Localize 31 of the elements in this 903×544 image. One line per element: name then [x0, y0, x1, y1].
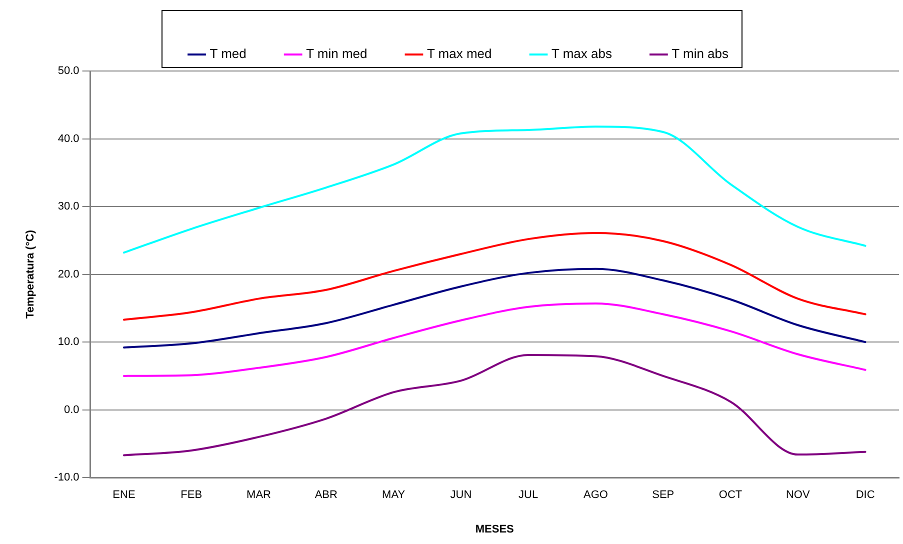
y-tick-label: 20.0	[58, 268, 80, 280]
y-tick-label: 30.0	[58, 200, 80, 213]
line-series	[122, 302, 866, 377]
y-tick-label: 0.0	[64, 404, 80, 416]
x-tick-label: DIC	[856, 489, 875, 502]
legend-label: T max med	[426, 46, 492, 62]
y-tick-label: -10.0	[54, 472, 80, 484]
x-tick-label: JUN	[450, 489, 472, 502]
x-tick-label: AGO	[584, 489, 608, 502]
y-tick-label: 50.0	[58, 65, 80, 78]
x-tick-label: MAR	[246, 489, 272, 502]
x-tick-label: JUL	[518, 489, 538, 502]
y-tick-label: 40.0	[58, 132, 80, 145]
x-tick-label: MAY	[382, 489, 406, 502]
line-series	[122, 232, 866, 321]
x-tick-label: ENE	[112, 489, 136, 502]
y-tick-label: 10.0	[58, 336, 80, 348]
legend-label: T min abs	[672, 46, 730, 62]
legend-label: T min med	[306, 46, 368, 62]
legend-label: T max abs	[552, 46, 612, 62]
x-tick-label: FEB	[180, 489, 202, 502]
x-tick-label: NOV	[786, 489, 810, 502]
x-tick-label: SEP	[652, 489, 674, 502]
line-series	[122, 268, 866, 348]
legend-label: T med	[210, 46, 246, 62]
x-tick-label: OCT	[718, 489, 742, 502]
line-series	[122, 354, 866, 456]
y-axis-title: Temperatura (°C)	[24, 230, 37, 319]
line-series	[122, 126, 866, 254]
x-tick-label: ABR	[314, 489, 338, 502]
x-axis-title: MESES	[475, 523, 514, 536]
